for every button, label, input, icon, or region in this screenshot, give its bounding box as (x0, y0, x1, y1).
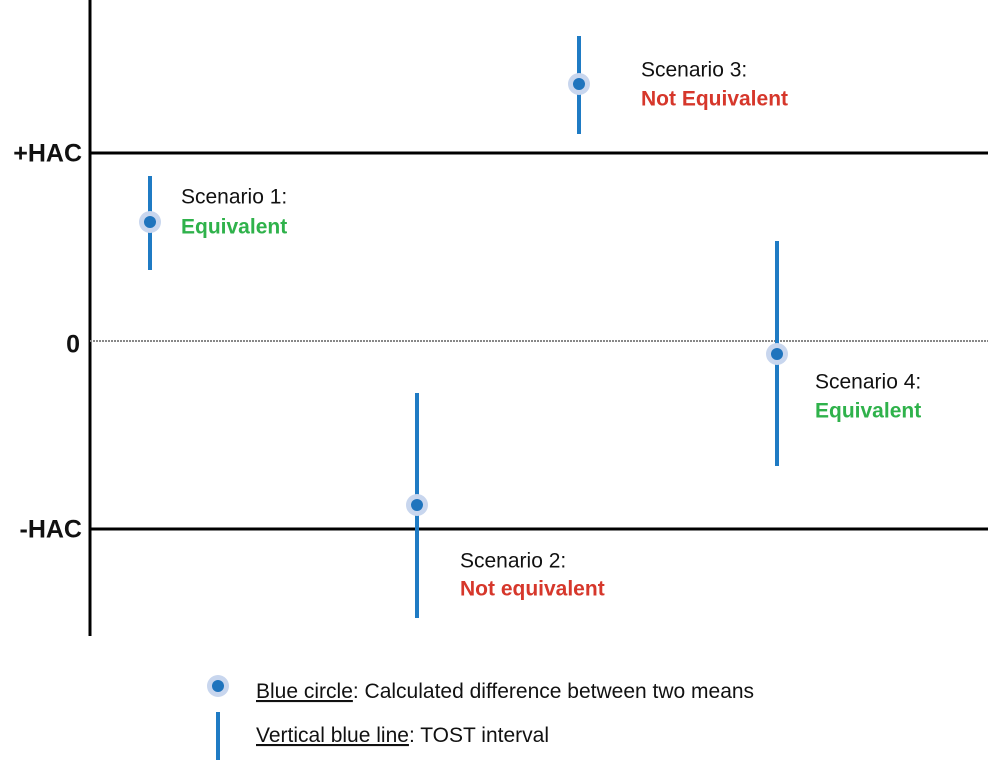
scenario-1: Scenario 1: Equivalent (139, 176, 287, 270)
scenario-verdict: Not Equivalent (641, 88, 788, 111)
legend-description: : TOST interval (409, 724, 549, 747)
axis-label: -HAC (20, 516, 83, 544)
legend: Blue circle: Calculated difference betwe… (207, 675, 754, 760)
legend-text: Blue circle: Calculated difference betwe… (256, 680, 754, 703)
scenario-label: Scenario 3: (641, 59, 747, 82)
point (573, 78, 585, 90)
legend-circle (212, 680, 224, 692)
point (411, 499, 423, 511)
legend-description: : Calculated difference between two mean… (353, 680, 754, 703)
scenario-verdict: Equivalent (815, 400, 921, 423)
point (144, 216, 156, 228)
legend-term: Blue circle (256, 680, 353, 703)
axis-label: +HAC (13, 140, 82, 168)
scenario-label: Scenario 2: (460, 550, 566, 573)
axis-label: 0 (66, 331, 80, 359)
scenario-2: Scenario 2: Not equivalent (406, 393, 605, 618)
scenario-verdict: Not equivalent (460, 578, 605, 601)
scenario-3: Scenario 3: Not Equivalent (568, 36, 788, 134)
scenario-verdict: Equivalent (181, 216, 287, 239)
scenario-4: Scenario 4: Equivalent (766, 241, 921, 466)
point (771, 348, 783, 360)
legend-text: Vertical blue line: TOST interval (256, 724, 549, 747)
scenario-label: Scenario 4: (815, 371, 921, 394)
legend-term: Vertical blue line (256, 724, 409, 747)
scenario-label: Scenario 1: (181, 186, 287, 209)
